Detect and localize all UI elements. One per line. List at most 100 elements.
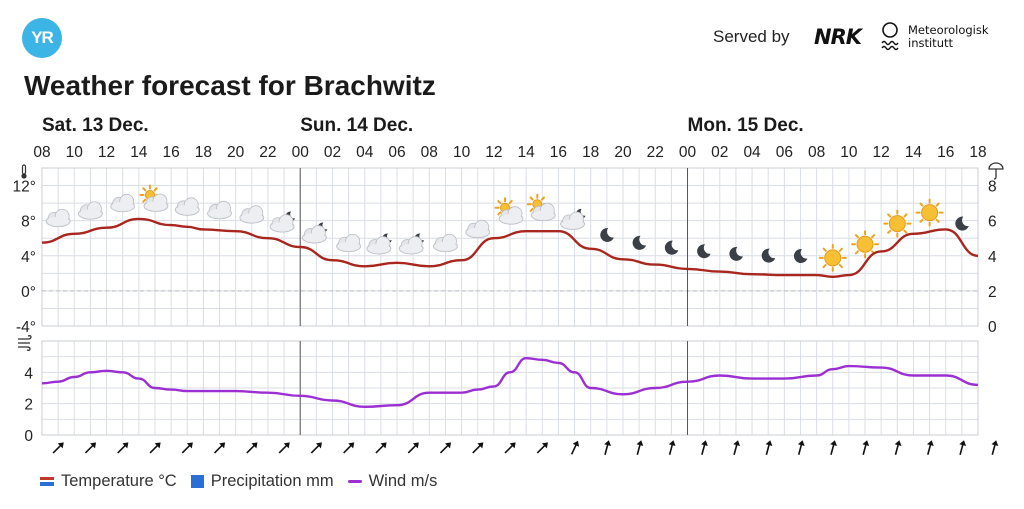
arrow-head [315, 442, 322, 449]
arrow-head [445, 442, 452, 449]
grid-frame [41, 167, 979, 327]
temperature-grid [41, 167, 979, 327]
arrow-shaft [439, 443, 450, 454]
arrow-shaft [701, 442, 706, 455]
arrow-head [830, 440, 837, 447]
legend-precipitation[interactable]: Precipitation mm [190, 472, 334, 491]
wind-direction-arrow [472, 442, 484, 454]
moon-shape [632, 235, 647, 250]
hour-label: 14 [905, 144, 923, 161]
hour-label: 14 [518, 144, 536, 161]
moon-shape [697, 244, 711, 259]
precipitation-tick-label: 4 [988, 249, 997, 266]
arrow-shaft [927, 442, 932, 455]
hour-label: 22 [647, 144, 664, 161]
precipitation-tick-label: 0 [988, 319, 997, 336]
hour-label: 00 [292, 144, 310, 161]
hour-label: 08 [808, 144, 825, 161]
cloud-shape [303, 233, 326, 243]
sun-disc [921, 204, 939, 222]
temperature-line [41, 217, 979, 279]
arrow-shaft [894, 442, 900, 455]
thermometer-icon [21, 164, 27, 179]
sun-ray [142, 198, 147, 203]
thermometer-bulb [21, 173, 27, 179]
nrk-logo[interactable]: NRK [814, 25, 862, 49]
served-by-label: Served by [713, 27, 790, 46]
sun-ray [838, 263, 843, 269]
cloud-shape [271, 222, 294, 232]
wind-direction-arrow [991, 440, 999, 455]
legend-temperature[interactable]: Temperature °C [40, 472, 177, 491]
wind-direction-arrow [701, 440, 708, 455]
arrow-head [477, 442, 484, 449]
umbrella-icon [988, 162, 1004, 180]
arrow-shaft [830, 442, 835, 455]
arrow-head [154, 442, 161, 449]
arrow-head [701, 440, 708, 447]
arrow-shaft [278, 443, 289, 454]
moon-shape [761, 248, 776, 263]
wind-direction-arrow [830, 440, 837, 455]
met-logo-icon[interactable] [880, 22, 900, 52]
cloud-shape [208, 208, 231, 218]
sun-ray [497, 199, 502, 205]
wind-icon [18, 335, 32, 351]
precipitation-tick-label: 2 [988, 284, 997, 301]
arrow-head [90, 442, 97, 449]
hour-label: 14 [130, 144, 148, 161]
moon-icon [600, 227, 614, 242]
moon-shape [793, 249, 808, 264]
arrow-shaft [765, 442, 771, 455]
sun-ray [871, 234, 876, 239]
arrow-head [412, 442, 419, 449]
arrow-shaft [149, 443, 160, 454]
met-logo-text: Meteorologisk institutt [908, 24, 989, 50]
hour-label: 22 [259, 144, 276, 161]
arrow-head [509, 442, 516, 449]
cloud-shape [466, 227, 489, 237]
arrow-head [541, 442, 548, 449]
series-lines [41, 217, 979, 409]
arrow-head [283, 442, 290, 449]
wind-line [41, 356, 979, 409]
forecast-chart: Sat. 13 Dec. Sun. 14 Dec. Mon. 15 Dec. 08 1… [13, 115, 1004, 455]
wind-grid [41, 340, 979, 436]
arrow-shaft [181, 443, 192, 454]
cloud-shape [240, 213, 263, 223]
wind-direction-arrow [765, 440, 773, 455]
arrow-shaft [959, 442, 964, 455]
sun-ray [887, 229, 892, 234]
wind-direction-arrow [733, 440, 741, 455]
legend-wind[interactable]: Wind m/s [347, 472, 437, 491]
hour-label: 04 [743, 144, 761, 161]
hour-label: 02 [711, 144, 728, 161]
sun-ray [508, 199, 513, 205]
moon-icon [632, 235, 647, 250]
wind-direction-arrow [278, 442, 290, 454]
cloud-shape [79, 209, 102, 219]
sun-icon [818, 243, 847, 272]
wind-tick-label: 2 [24, 397, 33, 414]
wind-direction-arrow [407, 442, 419, 454]
cloud-icon [45, 208, 71, 228]
arrow-head [668, 440, 676, 447]
wind-direction-arrow [52, 442, 64, 454]
arrow-head [572, 440, 580, 447]
hour-labels: 08 10 12 14 16 18 20 22 00 02 04 06 08 10 12 14 16 18 20 22… [33, 144, 986, 161]
sun-ray [822, 247, 827, 252]
wind-direction-arrow [149, 442, 161, 454]
sun-icon [883, 209, 912, 238]
arrow-shaft [52, 443, 63, 454]
cloud-icon [433, 233, 458, 253]
arrow-shaft [246, 443, 256, 454]
moon-cloud-icon [301, 222, 328, 244]
cloud-shape [47, 216, 70, 226]
wind-direction-arrow [310, 442, 322, 454]
wind-direction-arrow [213, 442, 226, 454]
hour-label: 18 [582, 144, 599, 161]
grid-frame [41, 340, 979, 436]
sun-ray [153, 187, 158, 192]
yr-logo[interactable]: YR [22, 18, 62, 58]
sun-disc [888, 215, 906, 233]
